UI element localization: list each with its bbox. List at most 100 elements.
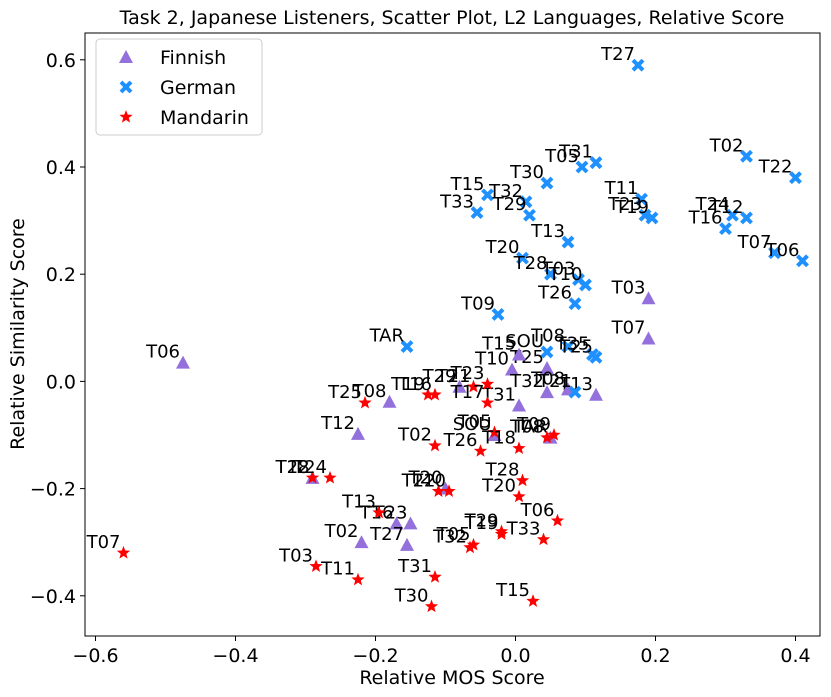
point-label: T18 [481,427,516,448]
mandarin-point [473,444,488,457]
y-tick-label: −0.4 [30,586,76,608]
german-point [561,235,575,249]
german-point [568,297,582,311]
point-label: T30 [509,162,544,183]
point-label: SOU [453,414,492,435]
german-point [575,160,589,174]
point-label: T12 [709,197,744,218]
point-label: T13 [530,221,565,242]
x-tick-label: 0.4 [780,645,810,667]
german-point [481,188,494,202]
german-point [719,222,732,236]
finnish-point [351,426,365,440]
point-label: T15 [450,174,485,195]
point-label: T09 [516,414,551,435]
german-point [540,176,554,190]
x-tick-label: −0.2 [352,645,398,667]
mandarin-point [305,470,320,484]
y-tick-label: −0.2 [30,479,76,501]
german-point [631,58,645,72]
y-tick-label: 0.4 [46,157,76,179]
point-label: T24 [695,194,730,215]
point-label: T06 [765,240,800,261]
point-label: T23 [450,363,485,384]
point-label: T19 [390,374,425,395]
point-label: T16 [688,208,723,229]
german-point [740,149,753,163]
finnish-point [540,361,554,374]
mandarin-point [424,599,439,613]
mandarin-point [487,425,502,438]
x-tick-label: −0.4 [212,645,258,667]
point-label: T22 [758,157,793,178]
point-label: T30 [394,586,429,607]
mandarin-point [351,572,365,586]
point-label: T32 [509,371,544,392]
german-point [589,156,603,170]
finnish-point [354,535,369,549]
point-label: T21 [537,371,572,392]
point-label: T25 [558,336,593,357]
point-label: T02 [324,521,359,542]
german-point [796,254,809,268]
legend-finnish-marker [119,50,133,63]
point-label: T35 [555,334,590,355]
point-label: T28 [513,253,548,274]
point-label: T10 [548,264,583,285]
point-label: TAR [369,326,404,347]
mandarin-point [512,489,526,503]
point-label: T23 [373,502,408,523]
point-label: T22 [401,470,436,491]
german-point [768,246,781,260]
point-label: SOU [505,331,544,352]
finnish-point [512,398,526,412]
point-label: T13 [341,492,376,513]
finnish-point [400,537,414,551]
point-label: T23 [607,194,642,215]
german-point [470,206,484,219]
german-point [568,385,582,399]
finnish-point [389,516,404,530]
point-label: T31 [481,385,516,406]
x-axis-label: Relative MOS Score [359,667,544,689]
point-label: T11 [604,178,639,199]
point-label: T06 [520,500,555,521]
y-axis-label: Relative Similarity Score [7,218,29,450]
mandarin-point [431,484,446,497]
legend-german-label: German [160,77,236,99]
mandarin-point [323,470,337,484]
point-label: T06 [145,342,180,363]
german-point [540,345,554,359]
finnish-point [403,516,418,530]
point-label: T02 [709,135,744,156]
point-label: T10 [474,349,509,370]
point-label: T12 [320,413,355,434]
legend-german-marker [119,80,133,94]
point-label: T33 [506,519,541,540]
mandarin-point [550,513,565,527]
mandarin-point [480,377,495,390]
point-label: T29 [464,510,499,531]
y-tick-label: 0.0 [46,371,76,393]
point-label: T26 [537,283,572,304]
point-label: T05 [457,411,492,432]
mandarin-point [536,532,551,546]
mandarin-point [116,545,131,559]
german-point [544,267,557,281]
plot-frame [84,32,821,637]
finnish-point [561,382,575,396]
point-label: T17 [450,382,485,403]
point-label: T15 [481,334,516,355]
y-axis-ticks: −0.4 −0.2 0.0 0.2 0.4 0.6 [30,50,85,608]
x-tick-label: 0.0 [500,645,530,667]
mandarin-point [372,505,386,519]
point-label: T15 [495,580,530,601]
mandarin-point [466,379,481,393]
mandarin-point [515,473,530,487]
german-point [740,211,753,225]
legend-finnish-label: Finnish [160,47,226,69]
point-label: T05 [436,524,471,545]
point-label: T08 [530,326,565,347]
